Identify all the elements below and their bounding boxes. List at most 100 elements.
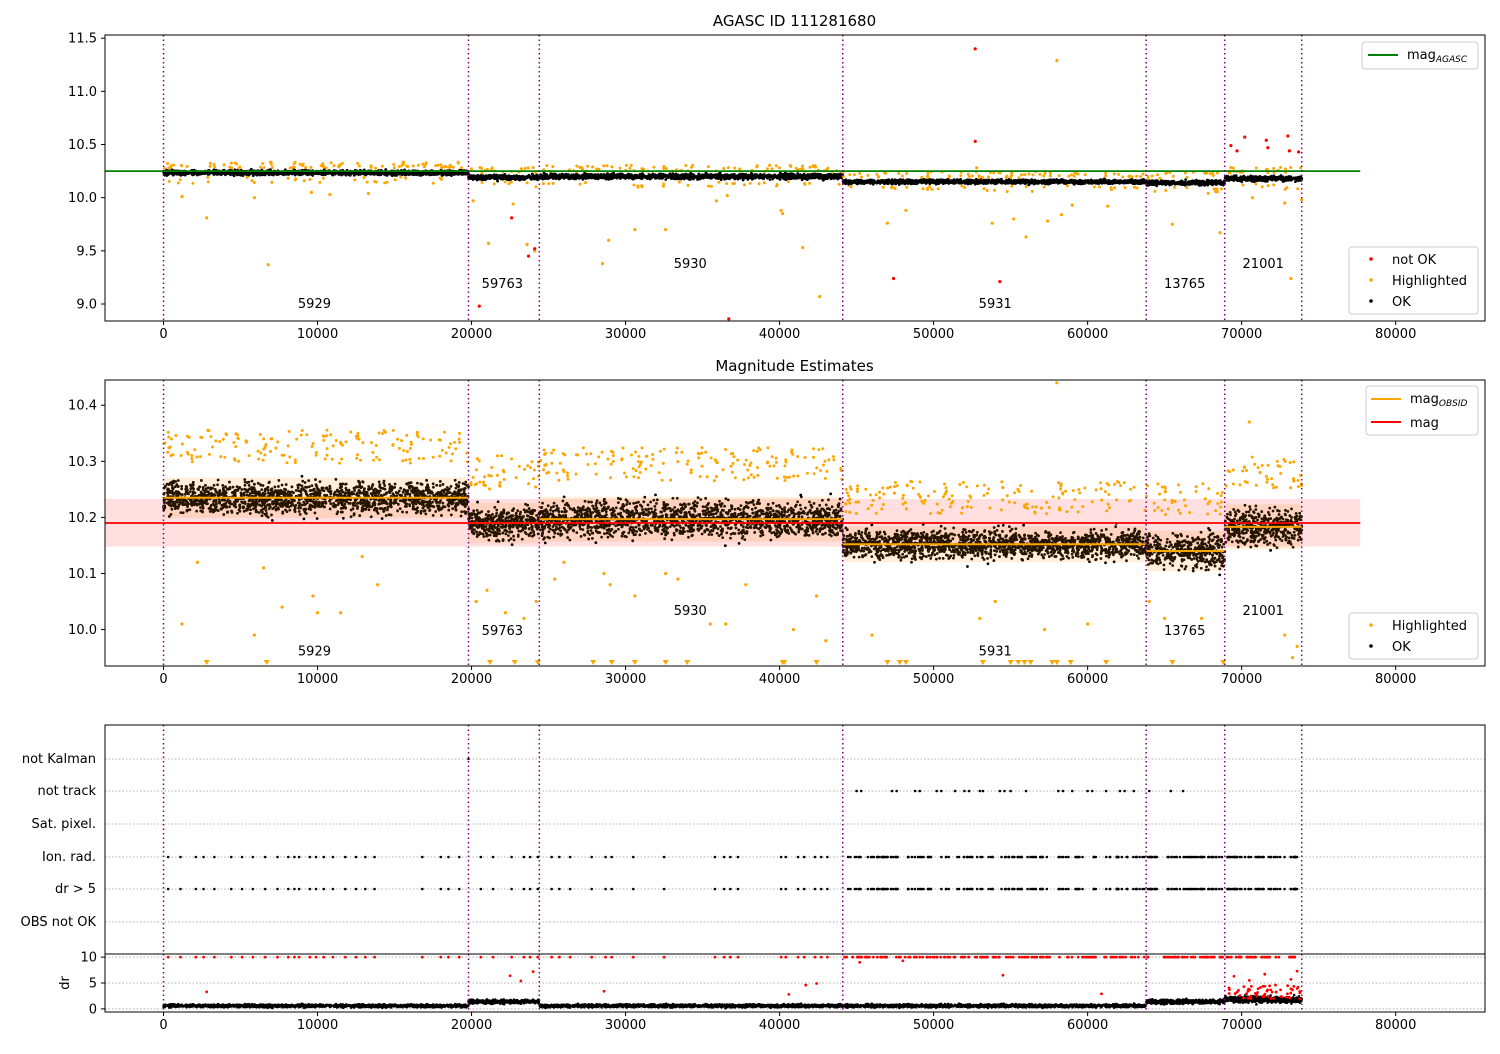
ok-point: [614, 174, 618, 178]
ok-point: [496, 179, 500, 183]
highlighted-point: [884, 171, 888, 175]
ok-point: [656, 173, 660, 177]
highlighted-point: [977, 174, 981, 178]
highlighted-point: [808, 181, 812, 185]
ok-point: [448, 171, 451, 175]
ok-point: [893, 180, 896, 184]
highlighted-point: [926, 171, 930, 175]
ok-point: [538, 175, 542, 179]
ok-point: [270, 172, 273, 176]
highlighted-point: [970, 174, 974, 178]
highlighted-point: [405, 164, 409, 168]
highlighted-point: [392, 163, 396, 167]
highlighted-point: [1070, 173, 1074, 177]
ok-point: [643, 175, 647, 179]
ok-point: [741, 178, 745, 182]
ok-point: [653, 176, 657, 180]
ok-point: [959, 181, 963, 185]
ok-point: [1037, 180, 1041, 184]
highlighted-point: [469, 167, 473, 171]
highlighted-point: [456, 161, 460, 165]
ok-point: [956, 178, 960, 182]
ok-point: [901, 181, 905, 185]
highlighted-point: [1042, 174, 1046, 178]
ok-point: [1090, 179, 1094, 183]
ok-point: [667, 175, 670, 179]
ok-point: [699, 175, 703, 179]
ok-point: [1132, 181, 1135, 185]
ok-point: [808, 173, 812, 176]
ok-point: [626, 176, 630, 179]
highlighted-point: [755, 165, 759, 169]
ok-point: [441, 173, 445, 177]
highlighted-point: [1065, 184, 1069, 188]
highlighted-point: [905, 171, 909, 175]
highlighted-point: [167, 166, 171, 170]
ok-point: [605, 174, 609, 178]
ok-point: [611, 176, 615, 180]
highlighted-point: [213, 165, 217, 169]
ok-point: [640, 176, 644, 180]
highlighted-point: [960, 184, 964, 188]
highlighted-point: [920, 175, 924, 179]
ok-point: [968, 181, 971, 185]
ok-point: [1023, 179, 1027, 183]
ok-point: [562, 174, 566, 178]
ok-point: [1154, 179, 1158, 183]
highlighted-point: [365, 180, 369, 184]
highlighted-point: [206, 180, 210, 184]
ok-point: [1088, 181, 1092, 185]
highlighted-point: [926, 187, 930, 191]
highlighted-point: [717, 180, 721, 184]
highlighted-point: [438, 176, 442, 180]
highlighted-point: [575, 164, 579, 168]
highlighted-point: [859, 175, 863, 179]
ok-point: [1027, 183, 1031, 187]
highlighted-point: [531, 166, 535, 170]
ok-point: [597, 176, 600, 180]
highlighted-point: [770, 167, 774, 171]
highlighted-point: [640, 184, 644, 188]
highlighted-point: [875, 172, 879, 176]
highlighted-point: [269, 162, 273, 166]
ok-point: [487, 176, 490, 180]
ok-point: [696, 177, 699, 181]
ok-point: [415, 173, 419, 177]
ok-point: [326, 171, 330, 175]
ok-point: [336, 171, 340, 175]
highlighted-point: [523, 166, 527, 170]
highlighted-point: [185, 164, 189, 168]
highlighted-point: [1027, 172, 1031, 176]
ok-point: [567, 173, 570, 176]
highlighted-point: [624, 163, 628, 167]
highlighted-point: [245, 175, 249, 179]
ok-point: [726, 176, 730, 180]
ok-point: [206, 172, 210, 176]
highlighted-point: [319, 164, 323, 168]
ok-point: [251, 171, 255, 175]
ok-point: [265, 171, 268, 175]
highlighted-point: [383, 181, 387, 185]
highlighted-point: [580, 166, 584, 170]
ok-point: [926, 180, 930, 184]
highlighted-point: [222, 163, 226, 167]
highlighted-point: [1141, 172, 1145, 176]
highlighted-point: [525, 181, 529, 185]
ok-point: [1086, 179, 1090, 183]
ok-point: [608, 173, 612, 177]
ok-point: [753, 175, 757, 179]
ok-point: [994, 182, 998, 186]
ok-point: [511, 177, 515, 180]
ok-point: [664, 178, 668, 181]
highlighted-point: [301, 164, 305, 168]
ok-point: [249, 167, 253, 171]
ok-point: [825, 177, 829, 181]
highlighted-point: [304, 166, 308, 170]
highlighted-point: [963, 186, 967, 190]
highlighted-point: [774, 164, 778, 168]
ok-point: [1006, 181, 1010, 185]
ok-point: [1104, 180, 1108, 184]
ok-point: [165, 174, 169, 177]
highlighted-point: [286, 176, 290, 180]
highlighted-point: [980, 175, 984, 179]
